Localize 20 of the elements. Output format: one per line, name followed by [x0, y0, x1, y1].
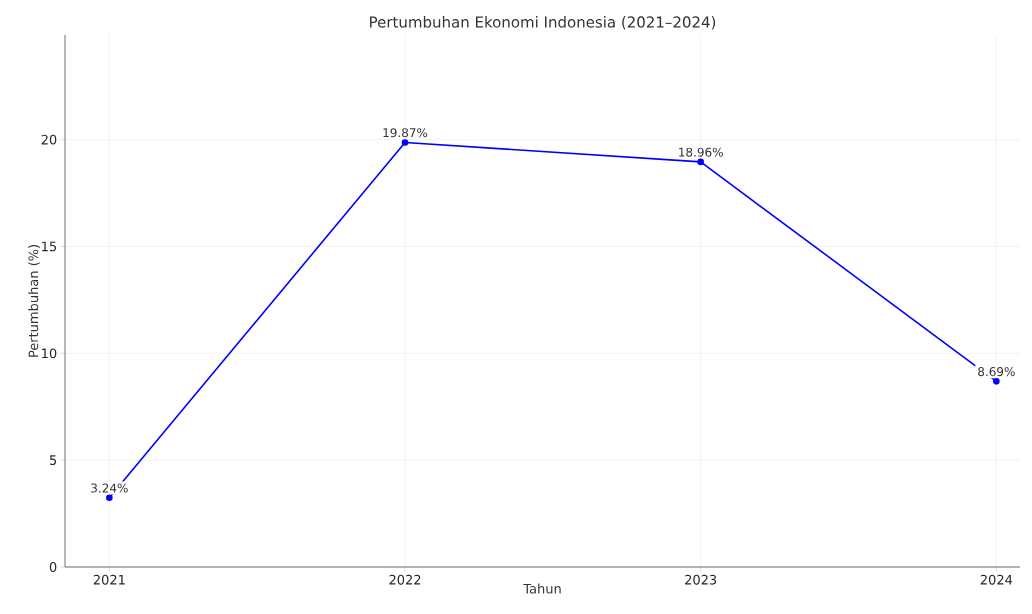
chart-title: Pertumbuhan Ekonomi Indonesia (2021–2024) — [370, 16, 716, 30]
data-label: 8.69% — [978, 367, 1015, 377]
x-tick-label: 2023 — [685, 574, 717, 585]
data-label: 18.96% — [679, 147, 723, 157]
y-tick-label: 0 — [49, 562, 57, 572]
x-axis-title: Tahun — [523, 583, 561, 594]
x-tick-label: 2022 — [389, 574, 421, 585]
y-tick-label: 20 — [41, 134, 57, 145]
y-tick-label: 15 — [42, 241, 57, 252]
y-axis-title: Pertumbuhan (%) — [28, 244, 40, 357]
data-label: 19.87% — [383, 128, 428, 138]
point — [993, 378, 1000, 385]
point — [401, 139, 409, 146]
x-tick-label: 2021 — [93, 574, 125, 585]
y-tick-label: 10 — [42, 348, 57, 359]
y-tick-label: 5 — [49, 455, 57, 466]
data-label: 3.24% — [91, 483, 128, 493]
point — [106, 494, 113, 502]
x-tick-label: 2024 — [980, 574, 1013, 585]
point — [697, 158, 704, 166]
